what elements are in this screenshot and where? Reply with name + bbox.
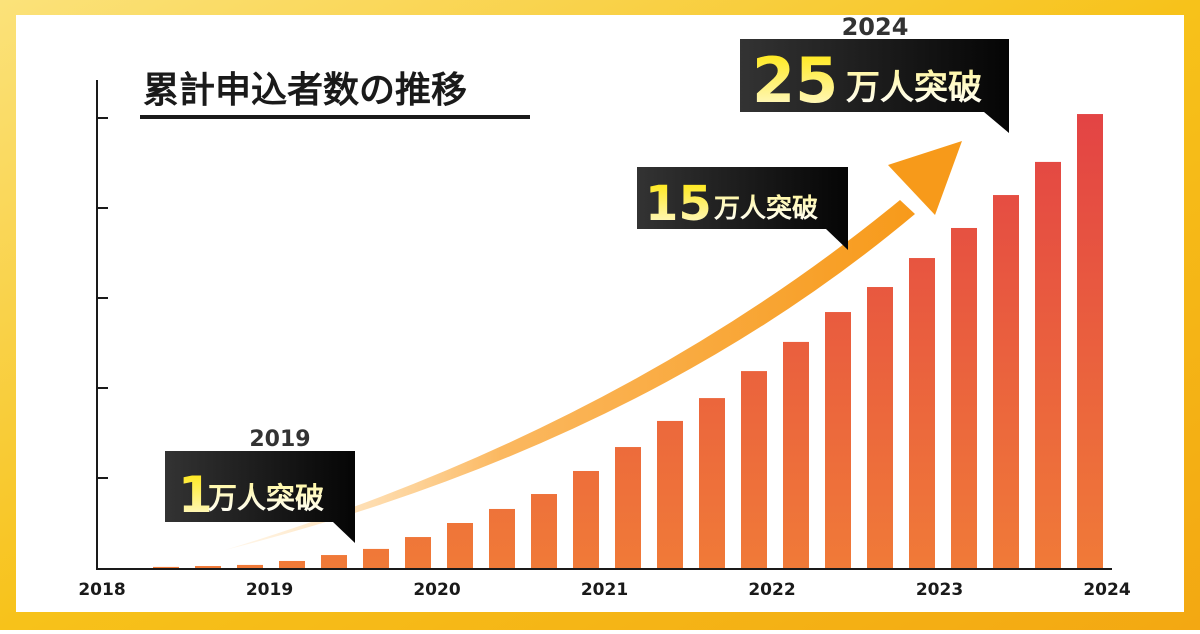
bar [951, 227, 977, 569]
title-underline [140, 115, 530, 119]
x-tick-label: 2018 [78, 580, 125, 600]
x-tick-label: 2019 [246, 580, 293, 600]
callout-year: 2024 [842, 13, 909, 41]
callout-2024: 2024 25 万人突破 [740, 13, 1009, 133]
bar [489, 508, 515, 568]
bar [909, 258, 935, 568]
callout-label: 万人突破 [714, 193, 818, 224]
bar [1077, 114, 1103, 568]
bar [993, 195, 1019, 569]
bar [321, 555, 347, 568]
bar [405, 537, 431, 568]
x-axis-labels: 2018 2019 2020 2021 2022 2023 2024 [78, 580, 1130, 600]
chart-title-group: 累計申込者数の推移 [140, 70, 530, 119]
x-tick-label: 2021 [581, 580, 628, 600]
chart-title: 累計申込者数の推移 [143, 70, 467, 111]
callout-number: 15 [645, 176, 712, 232]
bar [531, 494, 557, 568]
bar [237, 564, 263, 568]
bar [363, 548, 389, 568]
callout-2022: 2022 15 万人突破 [637, 167, 848, 250]
trend-arrow-head [888, 141, 962, 215]
trend-arrow [225, 141, 962, 550]
bar [447, 523, 473, 568]
bar [1035, 161, 1061, 569]
y-axis [96, 80, 108, 569]
bar [657, 420, 683, 568]
callout-label: 万人突破 [208, 481, 324, 515]
x-tick-label: 2022 [748, 580, 795, 600]
callout-2019: 2019 1 万人突破 [165, 427, 355, 543]
bar [867, 287, 893, 568]
callout-number: 25 [752, 44, 838, 117]
bar [153, 566, 179, 568]
callout-label: 万人突破 [846, 68, 982, 108]
bar [783, 341, 809, 568]
bar [573, 470, 599, 568]
bars [153, 114, 1103, 569]
bar [279, 560, 305, 568]
bar [615, 447, 641, 568]
bar [741, 371, 767, 568]
callout-number: 1 [178, 466, 213, 524]
bar [825, 312, 851, 568]
x-tick-label: 2023 [916, 580, 963, 600]
callout-year: 2019 [249, 427, 310, 452]
x-tick-label: 2020 [413, 580, 460, 600]
bar [195, 566, 221, 568]
bar [699, 398, 725, 568]
x-tick-label: 2024 [1083, 580, 1130, 600]
